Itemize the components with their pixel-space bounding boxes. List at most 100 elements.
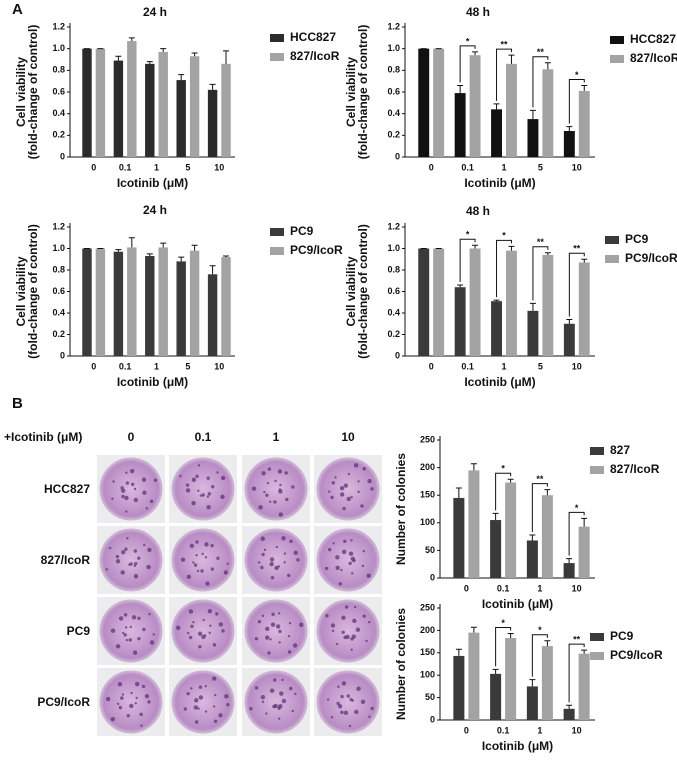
colony — [260, 536, 266, 541]
colony — [120, 488, 126, 493]
bar — [127, 247, 137, 356]
chart: 48 h 0 0.2 0.4 0.6 0.8 1.0 1.2 Cell viability(fo… — [344, 5, 677, 190]
legend-swatch — [590, 447, 604, 455]
x-axis-label: Icotinib (μM) — [464, 176, 535, 190]
colony — [121, 549, 126, 555]
bar — [418, 48, 430, 157]
colony — [130, 468, 135, 474]
y-tick-label: 250 — [420, 434, 435, 444]
significance-label: ** — [537, 237, 545, 247]
significance-bracket — [496, 48, 512, 101]
colony — [215, 612, 219, 616]
colony — [200, 569, 204, 573]
colony — [347, 472, 351, 476]
error-bar — [492, 512, 499, 521]
colony — [128, 638, 132, 642]
colony — [180, 557, 186, 562]
legend-label: 827/IcoR — [610, 462, 660, 476]
bar — [491, 109, 502, 157]
legend-label: PC9/IcoR — [610, 648, 663, 662]
colony — [196, 569, 200, 573]
row-label: 827/IcoR — [41, 553, 91, 567]
colony — [148, 613, 151, 616]
error-bar — [209, 265, 216, 275]
colony — [226, 562, 229, 565]
legend-label: PC9/IcoR — [290, 243, 343, 257]
colony — [287, 650, 292, 654]
colony — [206, 504, 211, 510]
chart-title: 48 h — [466, 204, 490, 218]
colony — [330, 623, 336, 628]
colony — [261, 471, 266, 476]
colony — [267, 467, 272, 471]
error-bar — [581, 517, 588, 527]
plate-dish — [244, 528, 308, 592]
y-axis-label: Cell viability — [14, 57, 28, 127]
legend-label: PC9 — [290, 224, 314, 238]
y-tick-label: 1.0 — [387, 243, 400, 253]
significance-bracket — [531, 483, 548, 532]
colony — [331, 629, 335, 633]
colony — [204, 542, 209, 547]
colony — [137, 636, 141, 641]
colony — [337, 704, 343, 709]
y-tick-label: 150 — [420, 490, 435, 500]
y-tick-label: 200 — [420, 625, 435, 635]
colony — [204, 556, 208, 559]
bar — [189, 250, 200, 356]
colony — [115, 554, 120, 559]
y-tick-label: 0.2 — [52, 130, 65, 140]
colony — [263, 548, 267, 552]
colony — [261, 552, 265, 557]
error-bar — [544, 640, 551, 647]
colony — [198, 644, 202, 649]
colony — [120, 570, 125, 575]
colony — [341, 615, 346, 620]
bar — [221, 63, 231, 158]
significance-label: * — [575, 70, 579, 80]
colony — [260, 694, 266, 700]
bar — [506, 63, 517, 158]
error-bar — [470, 626, 477, 633]
plate-grid: +Icotinib (μM) 0 0.1 1 10 HCC827 827/IcoR PC9 PC… — [4, 430, 382, 736]
plate-dish — [171, 670, 235, 734]
x-tick-label: 0.1 — [461, 361, 474, 371]
y-tick-label: 0.2 — [387, 130, 400, 140]
x-tick-label: 10 — [572, 725, 582, 735]
colony — [265, 493, 269, 497]
colony — [365, 639, 368, 643]
column-label: 0.1 — [195, 430, 212, 444]
panel-label: B — [12, 395, 23, 412]
error-bar — [209, 83, 216, 90]
error-bar — [529, 534, 536, 541]
y-tick-label: 150 — [420, 647, 435, 657]
colony — [350, 539, 353, 542]
colony — [291, 709, 294, 713]
error-bar — [146, 61, 153, 64]
legend-swatch — [270, 228, 284, 236]
y-axis-label: (fold-change of control) — [356, 224, 370, 359]
colony — [121, 693, 125, 696]
x-tick-label: 0.1 — [119, 162, 132, 172]
y-tick-label: 0.8 — [387, 65, 400, 75]
significance-label: * — [466, 230, 470, 240]
colony — [135, 681, 140, 687]
colony — [197, 489, 200, 492]
x-tick-label: 1 — [537, 725, 542, 735]
significance-bracket — [459, 45, 476, 83]
bar — [526, 540, 538, 578]
colony — [251, 486, 257, 491]
colony — [269, 557, 275, 562]
colony — [368, 715, 371, 718]
colony — [339, 492, 345, 497]
y-tick-label: 1.0 — [52, 43, 65, 53]
colony — [129, 703, 134, 709]
bar — [563, 708, 575, 720]
colony — [185, 488, 191, 493]
plate-dish — [99, 599, 163, 663]
colony — [360, 699, 366, 705]
significance-label: * — [501, 464, 505, 474]
colony — [212, 676, 217, 681]
chart-title: 24 h — [143, 203, 167, 217]
colony — [324, 566, 329, 571]
